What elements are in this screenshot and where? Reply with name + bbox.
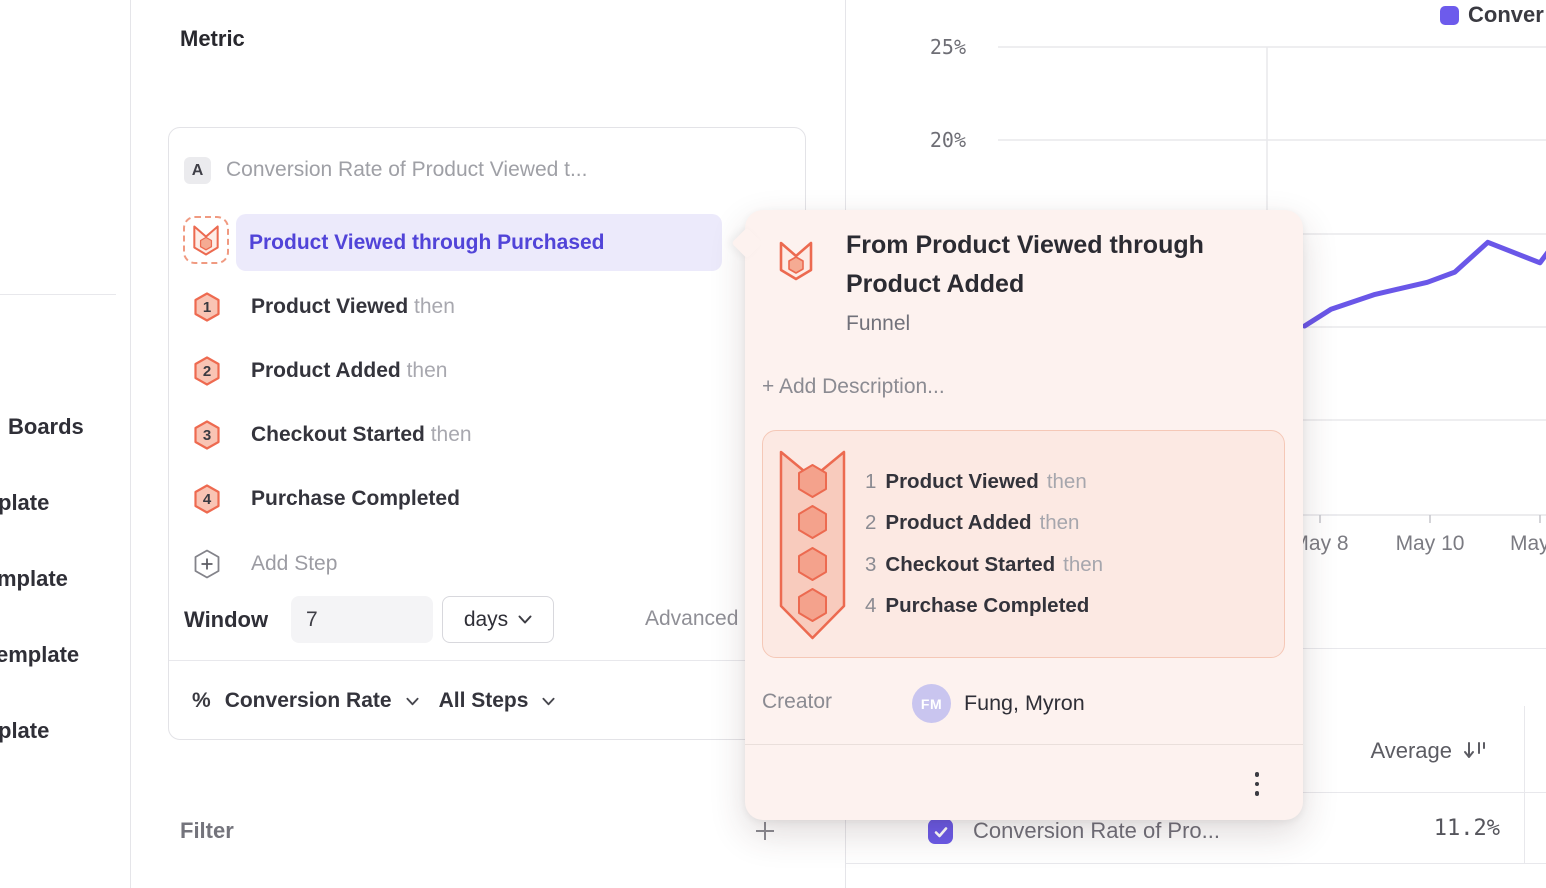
filter-section-title: Filter: [180, 818, 234, 843]
x-tick-may10: May 10: [1396, 532, 1465, 555]
table-row-average-value: 11.2%: [1433, 816, 1500, 841]
sidebar: Boards plate mplate emplate plate: [0, 0, 130, 888]
advanced-link[interactable]: Advanced: [645, 607, 739, 630]
window-value-input[interactable]: 7: [291, 596, 433, 643]
sidebar-item-template-2[interactable]: mplate: [0, 566, 68, 591]
funnel-step-row[interactable]: 1 Product Viewed then: [169, 291, 805, 323]
sort-descending-icon: [1464, 742, 1485, 758]
add-description-link[interactable]: + Add Description...: [762, 375, 945, 398]
add-filter-plus-icon[interactable]: [754, 820, 776, 842]
popover-step: 4 Purchase Completed: [865, 594, 1090, 618]
measurement-controls: % Conversion Rate All Steps: [192, 682, 555, 720]
funnel-step-row[interactable]: 3 Checkout Started then: [169, 419, 805, 451]
metric-section-title: Metric: [180, 26, 245, 51]
window-unit-select[interactable]: days: [442, 596, 554, 643]
chevron-down-icon[interactable]: [406, 697, 419, 706]
popover-step: 1 Product Viewed then: [865, 469, 1087, 493]
add-step-button[interactable]: Add Step: [169, 548, 805, 580]
window-unit-value: days: [463, 607, 509, 631]
x-tick-may8: May 8: [1291, 532, 1348, 555]
selected-funnel-name: Product Viewed through Purchased: [249, 230, 605, 254]
add-step-hexagon-plus-icon: [194, 549, 220, 579]
legend-label: Conver: [1468, 2, 1544, 27]
legend-swatch: [1440, 5, 1459, 25]
check-icon: [934, 826, 947, 837]
card-footer-divider: [169, 660, 805, 661]
funnel-drag-handle-icon[interactable]: [183, 216, 229, 264]
series-a-title[interactable]: Conversion Rate of Product Viewed t...: [226, 158, 588, 181]
popover-footer-divider: [745, 744, 1303, 745]
sidebar-divider: [0, 294, 116, 295]
step-2-name: Product Added then: [251, 359, 448, 382]
funnel-ribbon-icon: [779, 450, 846, 640]
add-step-label: Add Step: [251, 552, 338, 575]
funnel-icon: [193, 224, 219, 256]
window-label: Window: [184, 607, 269, 632]
step-3-name: Checkout Started then: [251, 423, 472, 446]
step-1-hexagon-icon: 1: [194, 292, 220, 322]
selected-funnel-button[interactable]: Product Viewed through Purchased: [236, 214, 722, 271]
y-tick-25: 25%: [930, 35, 966, 59]
chart-legend[interactable]: Conver: [1440, 2, 1544, 28]
step-4-name: Purchase Completed: [251, 487, 460, 510]
sidebar-item-template-3[interactable]: emplate: [0, 642, 80, 667]
popover-type-label: Funnel: [846, 312, 911, 335]
sidebar-item-template-1[interactable]: plate: [0, 490, 50, 515]
sidebar-item-template-4[interactable]: plate: [0, 718, 50, 743]
step-1-name: Product Viewed then: [251, 295, 455, 318]
step-3-hexagon-icon: 3: [194, 420, 220, 450]
chevron-down-icon: [518, 615, 532, 624]
series-visibility-checkbox[interactable]: [928, 819, 953, 844]
funnel-step-row[interactable]: 2 Product Added then: [169, 355, 805, 387]
funnel-icon: [779, 241, 813, 281]
creator-avatar: FM: [912, 684, 951, 723]
measure-type-dropdown[interactable]: Conversion Rate: [224, 689, 392, 712]
popover-step-list: 1 Product Viewed then 2 Product Added then 3…: [865, 461, 1103, 627]
popover-title: From Product Viewed through Product Adde…: [846, 231, 1204, 298]
creator-label: Creator: [762, 690, 833, 713]
funnel-details-popover: From Product Viewed through Product Adde…: [731, 210, 1303, 820]
table-row-series-label[interactable]: Conversion Rate of Pro...: [973, 818, 1221, 843]
average-column-header[interactable]: Average: [1370, 738, 1488, 764]
svg-text:4: 4: [203, 491, 212, 508]
percent-prefix: %: [192, 689, 211, 712]
steps-scope-dropdown[interactable]: All Steps: [438, 689, 529, 712]
sidebar-item-boards[interactable]: Boards: [8, 414, 84, 439]
popover-step: 3 Checkout Started then: [865, 552, 1104, 576]
x-tick-may12: May: [1510, 532, 1546, 555]
chevron-down-icon[interactable]: [542, 697, 555, 706]
average-header-label: Average: [1370, 738, 1452, 763]
popover-step: 2 Product Added then: [865, 511, 1080, 535]
step-2-hexagon-icon: 2: [194, 356, 220, 386]
series-a-badge: A: [184, 157, 211, 184]
sidebar-border: [130, 0, 131, 888]
svg-text:3: 3: [203, 427, 211, 444]
table-column-divider: [1524, 706, 1525, 863]
svg-text:2: 2: [203, 363, 211, 380]
step-4-hexagon-icon: 4: [194, 484, 220, 514]
conversion-rate-line: [1302, 239, 1546, 329]
creator-name: Fung, Myron: [964, 691, 1085, 715]
metric-card: A Conversion Rate of Product Viewed t...…: [168, 127, 806, 740]
funnel-steps-card: 1 Product Viewed then 2 Product Added then 3…: [762, 430, 1285, 658]
funnel-step-row[interactable]: 4 Purchase Completed: [169, 483, 805, 515]
more-options-kebab-icon[interactable]: [1251, 768, 1264, 800]
y-tick-20: 20%: [930, 128, 966, 152]
svg-text:1: 1: [203, 299, 211, 316]
table-row-divider: [846, 863, 1546, 864]
